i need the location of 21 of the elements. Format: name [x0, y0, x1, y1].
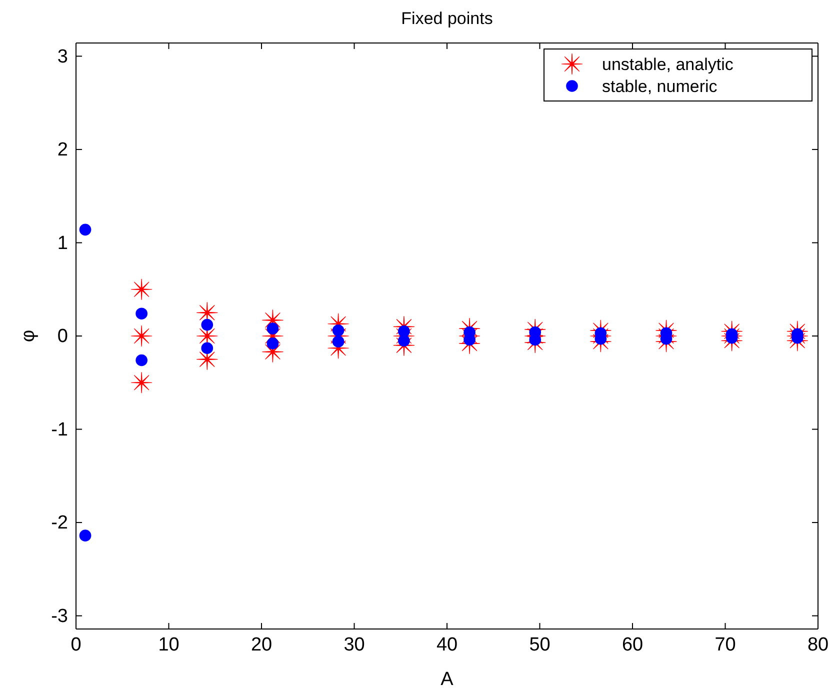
legend-label: stable, numeric: [602, 77, 718, 96]
y-tick-label: -2: [51, 512, 68, 534]
y-tick-label: -1: [51, 419, 68, 440]
x-axis-title: A: [440, 669, 454, 690]
chart-title: Fixed points: [401, 9, 493, 28]
y-tick-label: 2: [57, 140, 68, 161]
x-tick-label: 60: [622, 634, 644, 656]
y-tick-label: 0: [57, 326, 68, 348]
x-tick-label: 10: [158, 634, 180, 656]
x-tick-label: 80: [807, 634, 829, 656]
x-tick-label: 40: [436, 634, 458, 656]
legend-label: unstable, analytic: [602, 55, 734, 74]
y-axis-title: φ: [18, 330, 39, 342]
x-tick-label: 50: [529, 634, 550, 656]
x-tick-label: 70: [714, 634, 736, 656]
x-tick-label: 30: [344, 634, 365, 656]
x-tick-label: 20: [250, 634, 272, 656]
y-tick-label: 1: [57, 232, 68, 254]
x-tick-label: 0: [70, 634, 82, 656]
y-tick-label: -3: [51, 606, 68, 627]
y-tick-label: 3: [57, 46, 68, 68]
